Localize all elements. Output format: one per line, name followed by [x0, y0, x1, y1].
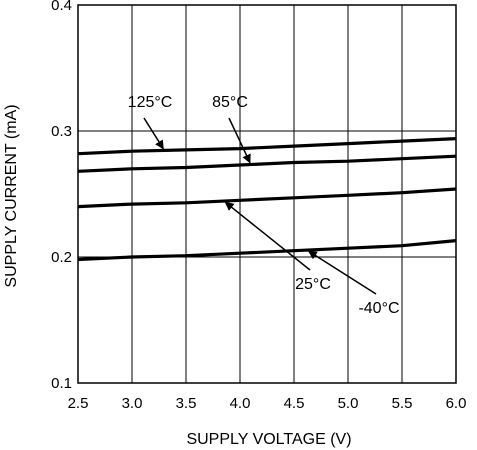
x-tick-label: 3.0	[122, 395, 143, 412]
annotation-arrow	[307, 250, 377, 295]
series-line	[77, 137, 457, 156]
series-line	[77, 154, 457, 173]
y-tick-label: 0.4	[51, 0, 72, 14]
annotation-arrow	[228, 117, 251, 164]
annotation-label: 85°C	[212, 94, 248, 111]
x-tick-label: 4.5	[284, 395, 305, 412]
y-tick-label: 0.2	[51, 249, 72, 266]
y-tick-label: 0.3	[51, 123, 72, 140]
annotation-label: 125°C	[128, 94, 173, 111]
annotation-label: 25°C	[295, 276, 331, 293]
series-line	[77, 187, 457, 209]
x-tick-label: 2.5	[68, 395, 89, 412]
annotation-arrow	[143, 117, 164, 150]
annotation-label: -40°C	[358, 300, 399, 317]
y-axis-title: SUPPLY CURRENT (mA)	[3, 104, 20, 287]
y-tick-label: 0.1	[51, 375, 72, 392]
annotation-arrow	[224, 201, 311, 271]
x-tick-label: 6.0	[446, 395, 467, 412]
plot-frame	[77, 4, 457, 384]
x-tick-label: 5.0	[338, 395, 359, 412]
series-line	[77, 239, 457, 262]
x-tick-label: 5.5	[392, 395, 413, 412]
x-tick-label: 4.0	[230, 395, 251, 412]
x-tick-label: 3.5	[176, 395, 197, 412]
x-axis-title: SUPPLY VOLTAGE (V)	[186, 431, 351, 448]
